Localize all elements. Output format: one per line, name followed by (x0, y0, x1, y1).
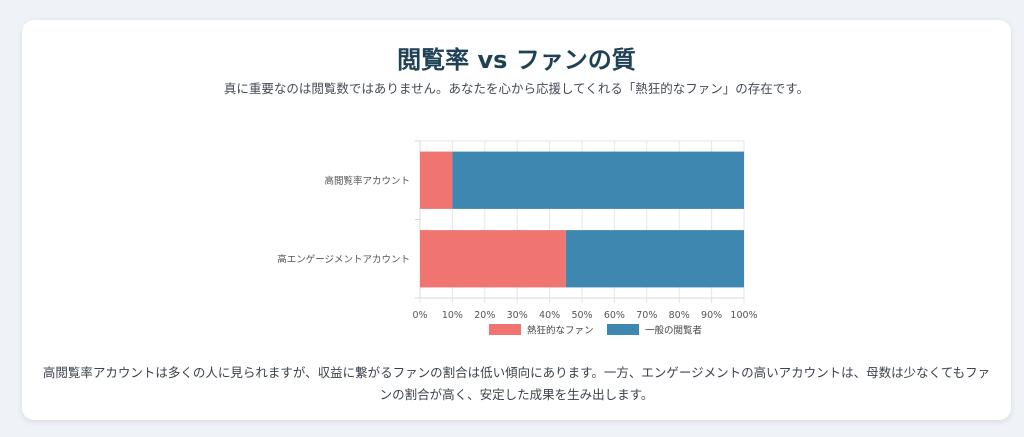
legend-swatch (607, 324, 639, 335)
x-tick-label: 10% (442, 310, 463, 321)
x-tick-label: 0% (412, 310, 427, 321)
x-tick-label: 40% (539, 310, 560, 321)
bar (420, 230, 566, 288)
bar (565, 230, 744, 288)
x-tick-label: 70% (636, 310, 657, 321)
chart-card: 閲覧率 vs ファンの質 真に重要なのは閲覧数ではありません。あなたを心から応援… (22, 20, 1011, 420)
y-category-label: 高エンゲージメントアカウント (277, 253, 410, 265)
bar (420, 151, 453, 209)
legend-swatch (489, 324, 521, 335)
legend-label: 一般の閲覧者 (645, 325, 702, 337)
x-tick-label: 50% (571, 310, 592, 321)
page-subtitle: 真に重要なのは閲覧数ではありません。あなたを心から応援してくれる「熱狂的なファン… (223, 81, 810, 96)
x-tick-label: 60% (604, 310, 625, 321)
x-tick-label: 80% (669, 310, 690, 321)
chart-description: 高閲覧率アカウントは多くの人に見られますが、収益に繋がるファンの割合は低い傾向に… (42, 365, 991, 402)
x-tick-label: 100% (730, 310, 757, 321)
x-tick-label: 20% (474, 310, 495, 321)
x-tick-label: 90% (701, 310, 722, 321)
stacked-bar-chart: 0% 10% 20% 30% 40% 50% 60% 70% 80% 90% 100% 高閲覧率アカウ… (277, 140, 758, 337)
bar (452, 151, 744, 209)
legend-label: 熱狂的なファン (527, 325, 594, 337)
page-title: 閲覧率 vs ファンの質 (397, 46, 636, 74)
x-tick-label: 30% (507, 310, 528, 321)
y-category-label: 高閲覧率アカウント (324, 175, 410, 187)
